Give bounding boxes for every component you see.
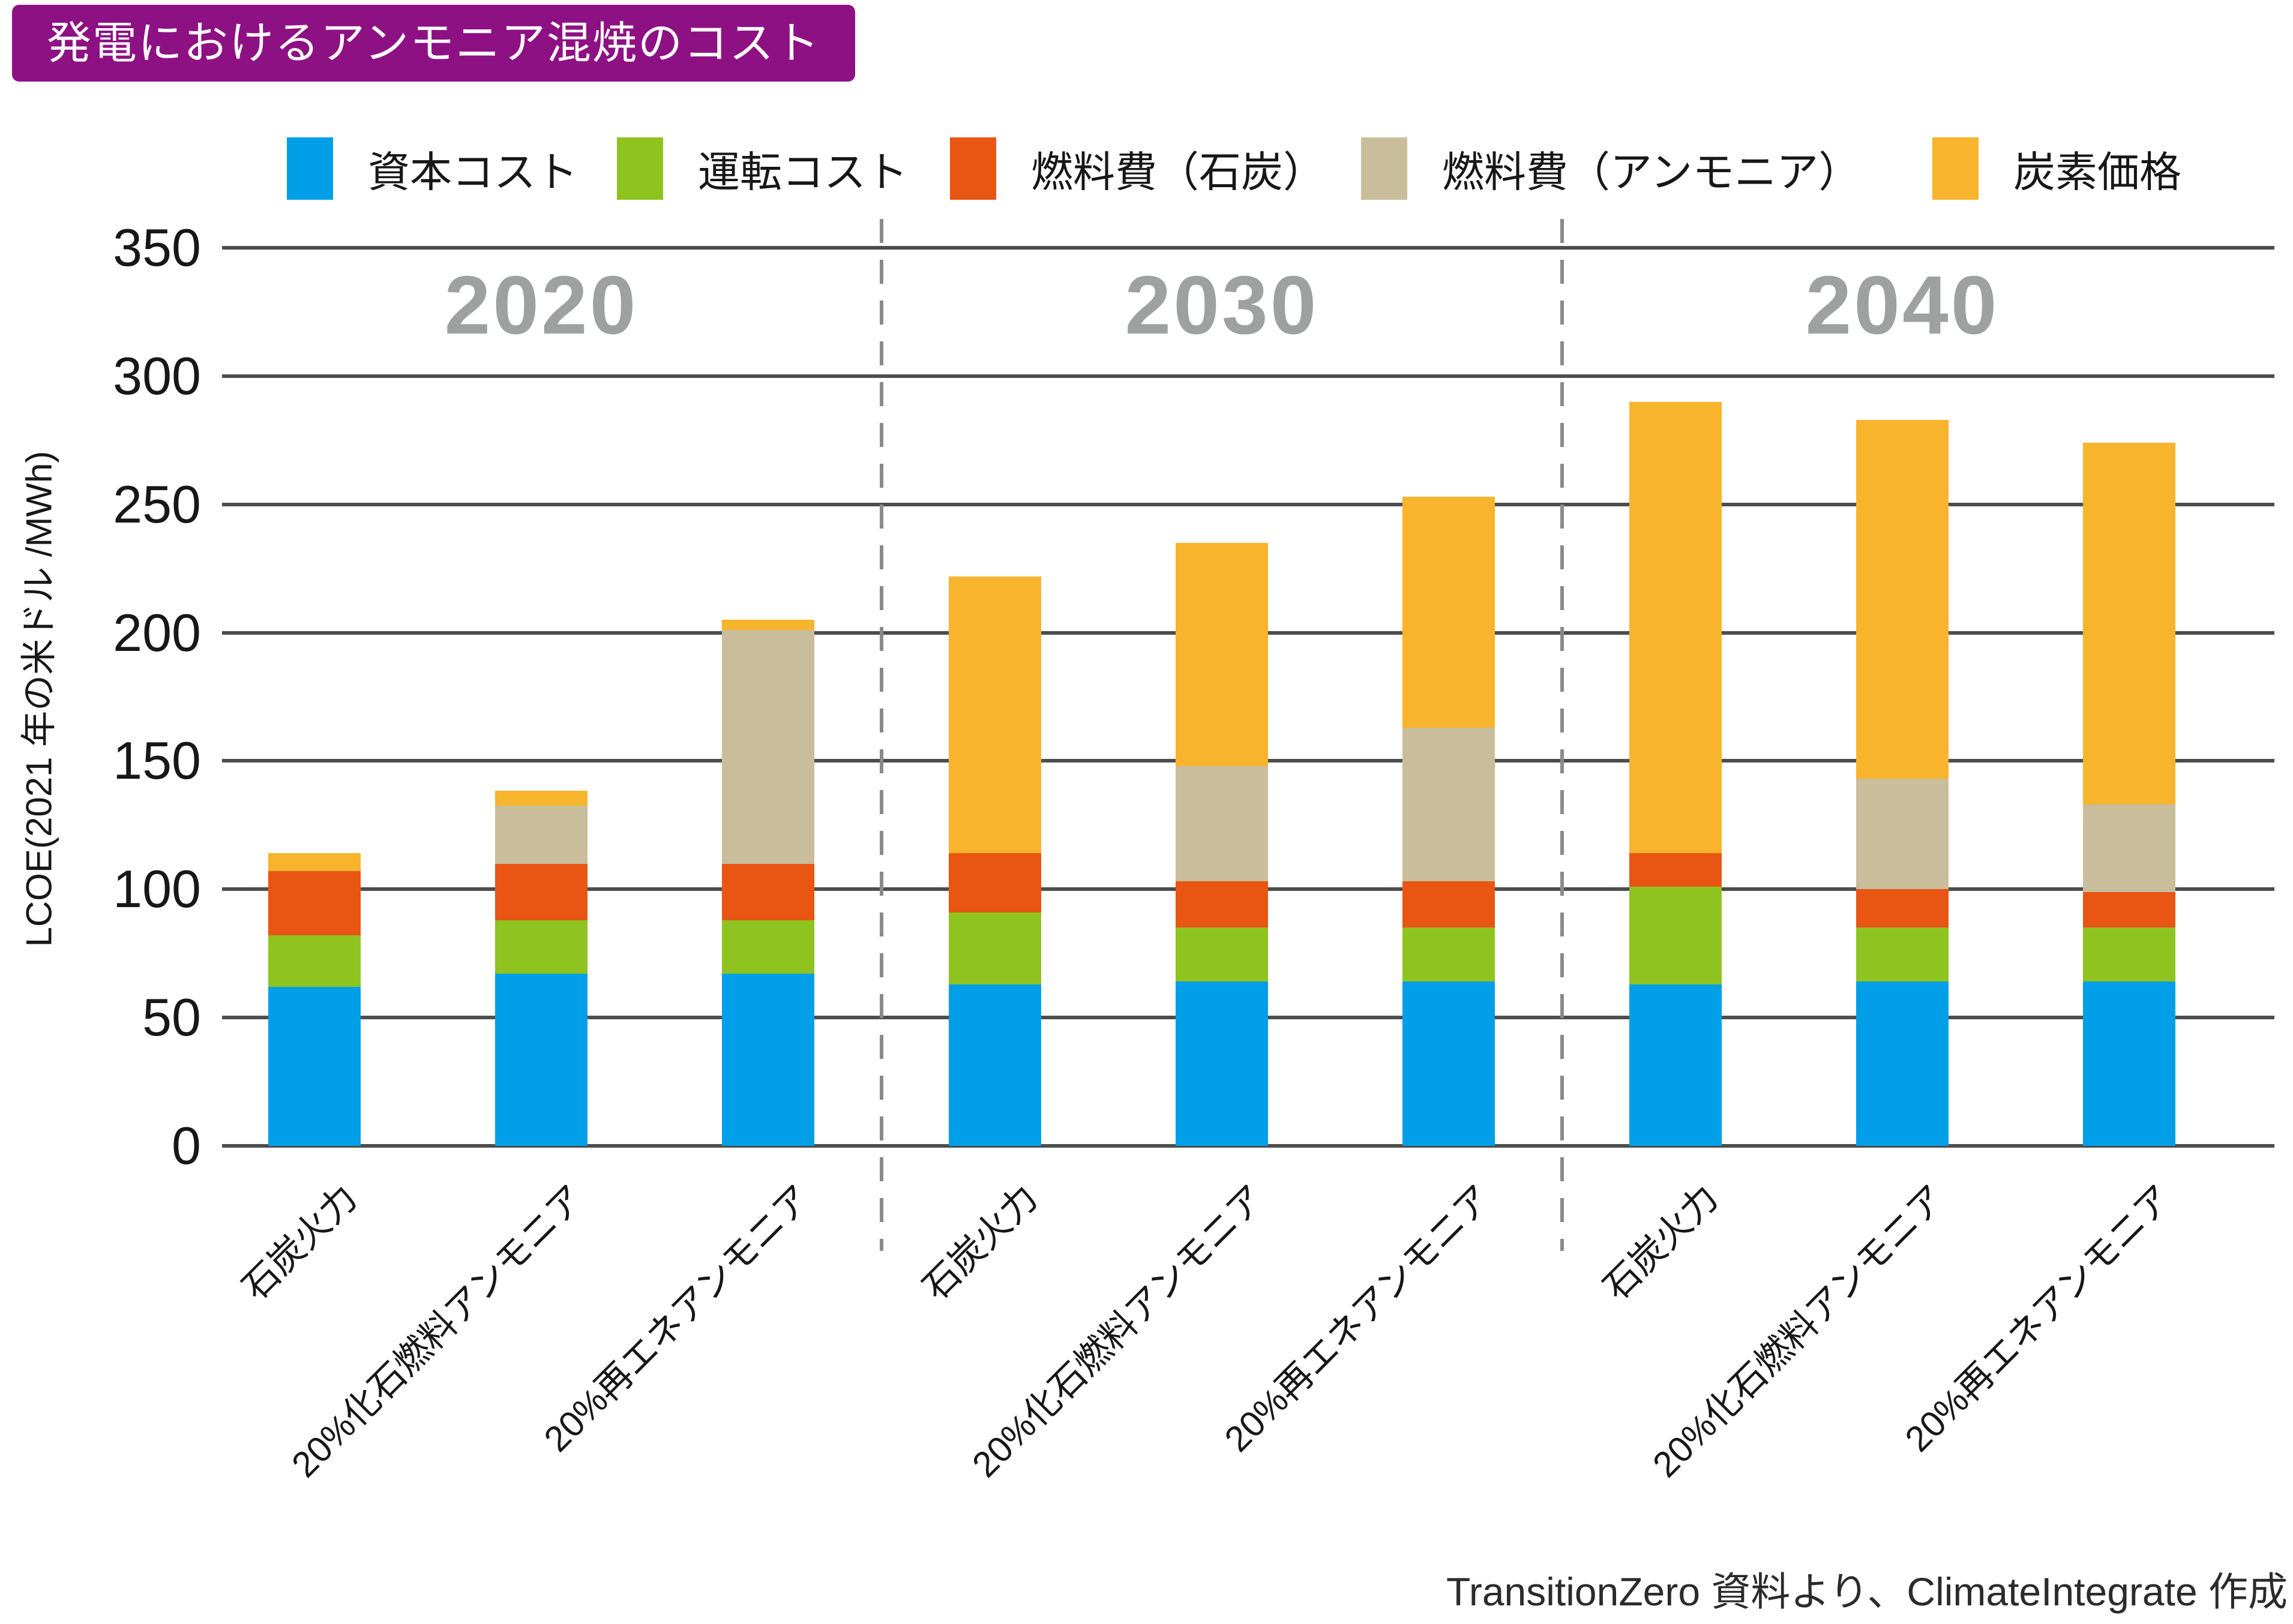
segment-炭素価格 [1629, 401, 1722, 854]
source-attribution: TransitionZero 資料より、ClimateIntegrate 作成 [1446, 1569, 2288, 1614]
segment-資本コスト [2083, 981, 2175, 1146]
legend-swatch-1 [617, 137, 663, 200]
y-tick-250: 250 [113, 474, 201, 534]
legend-item-capital: 資本コスト [287, 137, 578, 200]
legend-label-capital: 資本コスト [368, 148, 578, 196]
group-label-2040: 2040 [1805, 259, 2000, 352]
legend-label-fuel-coal: 燃料費（石炭） [1031, 148, 1325, 196]
segment-運転コスト [949, 912, 1041, 984]
segment-燃料費（アンモニア） [1856, 779, 1949, 890]
segment-燃料費（アンモニア） [2083, 805, 2175, 892]
y-tick-200: 200 [113, 602, 201, 662]
gridline-350 [222, 246, 2274, 250]
segment-資本コスト [1402, 981, 1495, 1146]
legend-item-fuel-coal: 燃料費（石炭） [950, 137, 1325, 200]
segment-炭素価格 [722, 620, 814, 631]
y-tick-100: 100 [113, 859, 201, 919]
segment-炭素価格 [268, 853, 361, 872]
gridline-0 [222, 1144, 2274, 1148]
segment-運転コスト [268, 935, 361, 987]
segment-運転コスト [722, 920, 814, 974]
legend-swatch-4 [1932, 137, 1979, 200]
legend-item-fuel-ammonia: 燃料費（アンモニア） [1361, 137, 1860, 200]
gridline-300 [222, 374, 2274, 378]
segment-運転コスト [1176, 927, 1268, 982]
x-label-2020-0: 石炭火力 [234, 1177, 365, 1308]
segment-燃料費（石炭） [1176, 881, 1268, 928]
y-tick-50: 50 [142, 987, 201, 1047]
bar-2030-1 [1176, 542, 1268, 1146]
legend-label-oandm: 運転コスト [698, 148, 908, 196]
segment-炭素価格 [1402, 496, 1495, 728]
bar-2040-0 [1629, 401, 1722, 1146]
legend-item-oandm: 運転コスト [617, 137, 908, 200]
segment-燃料費（アンモニア） [722, 630, 814, 864]
legend-swatch-0 [287, 137, 333, 200]
segment-資本コスト [1176, 981, 1268, 1146]
segment-資本コスト [949, 984, 1041, 1146]
bar-2040-1 [1856, 419, 1949, 1146]
segment-炭素価格 [1856, 419, 1949, 779]
gridline-250 [222, 502, 2274, 506]
segment-燃料費（アンモニア） [495, 806, 588, 864]
group-separator-1 [880, 219, 883, 1251]
group-label-2020: 2020 [444, 259, 639, 352]
bar-2030-2 [1402, 496, 1495, 1146]
y-tick-150: 150 [113, 731, 201, 791]
segment-運転コスト [495, 920, 588, 974]
bar-2030-0 [949, 576, 1041, 1146]
bar-2040-2 [2083, 443, 2175, 1146]
chart-title: 発電におけるアンモニア混焼のコスト [47, 18, 821, 68]
group-separator-2 [1560, 219, 1564, 1251]
legend-label-fuel-ammonia: 燃料費（アンモニア） [1442, 148, 1861, 196]
segment-燃料費（石炭） [268, 871, 361, 936]
segment-運転コスト [1856, 927, 1949, 982]
y-tick-350: 350 [113, 218, 201, 277]
legend-item-carbon-price: 炭素価格 [1932, 137, 2181, 200]
segment-燃料費（石炭） [949, 853, 1041, 912]
segment-燃料費（石炭） [1856, 889, 1949, 928]
segment-運転コスト [1402, 927, 1495, 982]
segment-運転コスト [2083, 927, 2175, 982]
segment-炭素価格 [949, 576, 1041, 854]
segment-炭素価格 [495, 790, 588, 806]
segment-資本コスト [495, 974, 588, 1146]
bar-2020-0 [268, 853, 361, 1146]
segment-資本コスト [1856, 981, 1949, 1146]
legend-swatch-3 [1361, 137, 1407, 200]
segment-燃料費（石炭） [1402, 881, 1495, 928]
chart-title-badge: 発電におけるアンモニア混焼のコスト [12, 5, 856, 82]
segment-炭素価格 [2083, 443, 2175, 805]
segment-資本コスト [268, 986, 361, 1146]
segment-燃料費（石炭） [1629, 853, 1722, 887]
segment-運転コスト [1629, 887, 1722, 984]
bar-2020-2 [722, 620, 814, 1146]
segment-燃料費（石炭） [722, 863, 814, 920]
x-label-2040-0: 石炭火力 [1595, 1177, 1726, 1308]
y-tick-0: 0 [172, 1116, 201, 1175]
group-label-2030: 2030 [1125, 259, 1319, 352]
segment-燃料費（アンモニア） [1176, 766, 1268, 882]
bar-2020-1 [495, 790, 588, 1146]
segment-資本コスト [722, 974, 814, 1146]
segment-燃料費（アンモニア） [1402, 727, 1495, 882]
y-tick-300: 300 [113, 346, 201, 406]
segment-資本コスト [1629, 984, 1722, 1146]
legend-label-carbon-price: 炭素価格 [2013, 148, 2181, 196]
segment-燃料費（石炭） [2083, 891, 2175, 928]
segment-炭素価格 [1176, 542, 1268, 766]
legend-swatch-2 [950, 137, 996, 200]
x-label-2030-0: 石炭火力 [915, 1177, 1045, 1308]
segment-燃料費（石炭） [495, 863, 588, 920]
